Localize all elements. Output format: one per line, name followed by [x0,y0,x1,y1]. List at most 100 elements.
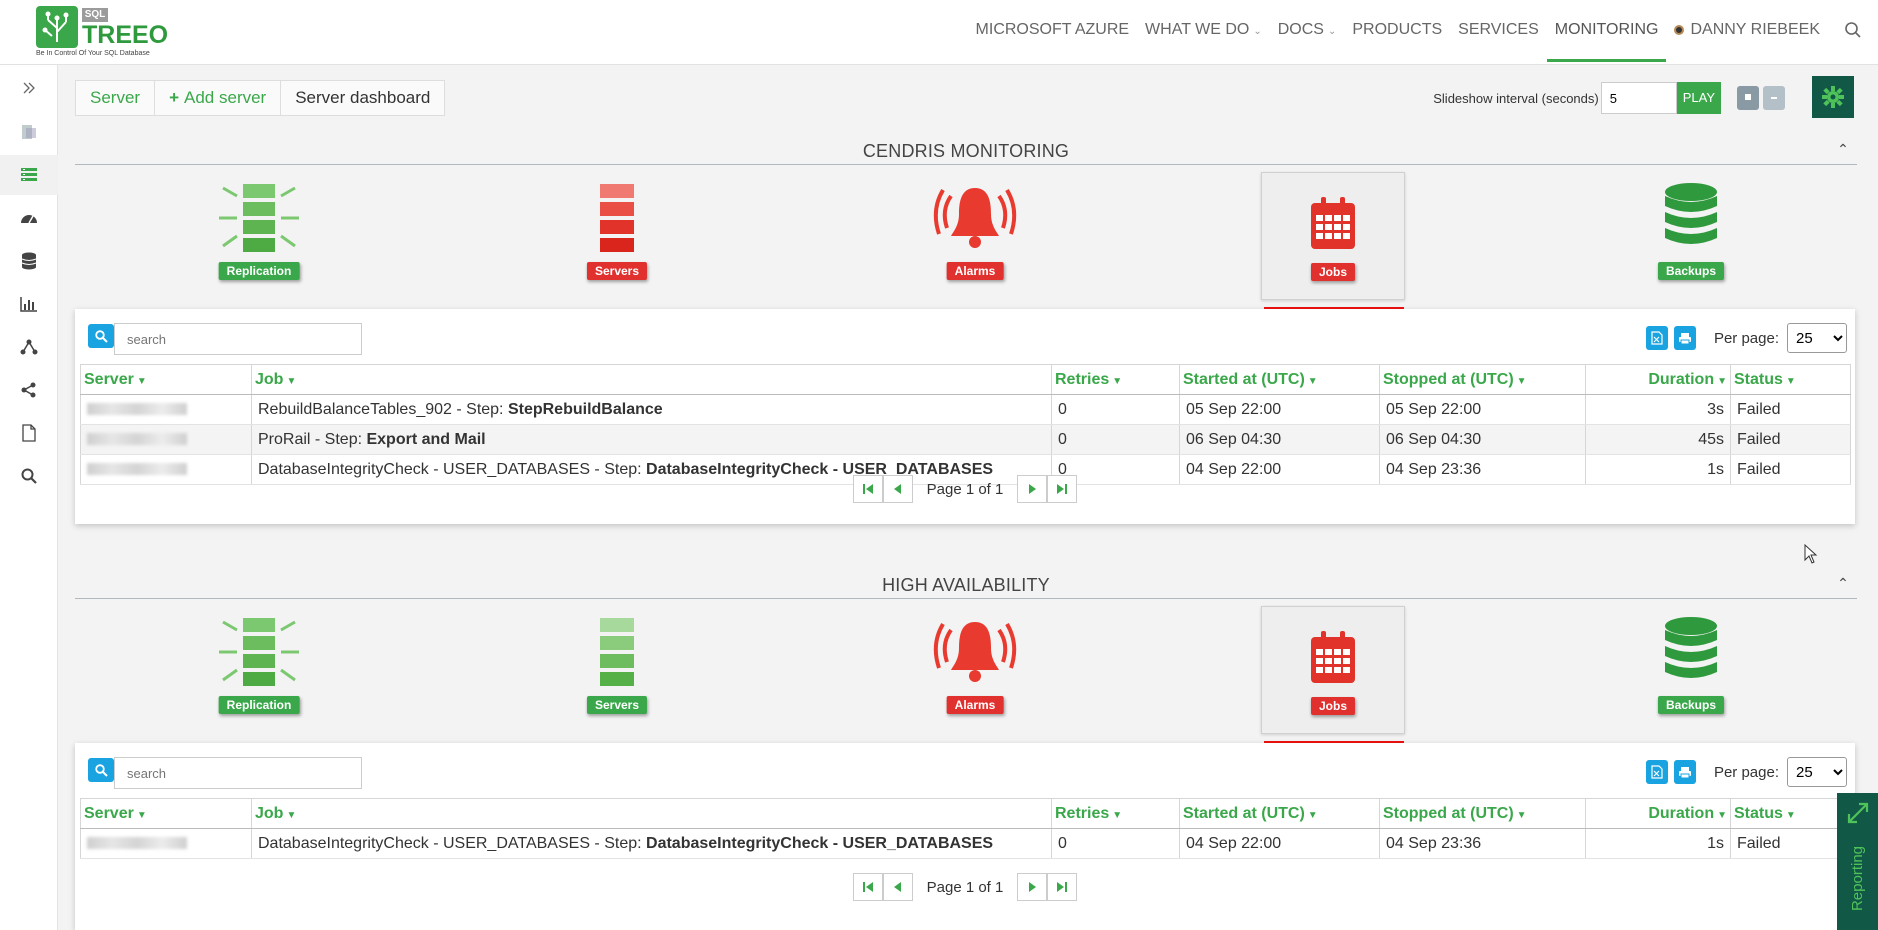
print-button[interactable] [1673,326,1696,350]
column-header-server[interactable]: Server ▼ [80,798,252,829]
column-header-duration[interactable]: Duration ▼ [1585,798,1731,829]
column-header-job[interactable]: Job ▼ [251,798,1052,829]
section-title-cendris-monitoring: CENDRIS MONITORING ⌃ [75,141,1857,165]
menu-item-monitoring[interactable]: MONITORING [1546,0,1667,62]
sidebar-item-server-list[interactable] [0,112,58,152]
menu-item-products[interactable]: PRODUCTS [1344,0,1450,62]
reporting-tab[interactable]: Reporting [1837,793,1878,930]
menu-item-user-account[interactable]: DANNY RIEBEEK [1666,0,1828,62]
search-button[interactable] [88,758,114,782]
column-header-status[interactable]: Status ▼ [1730,798,1851,829]
filter-icon[interactable]: ▼ [1516,375,1527,387]
tile-servers[interactable]: Servers [545,606,689,734]
menu-item-docs[interactable]: DOCS ⌄ [1270,0,1345,62]
table-row[interactable]: ProRail - Step: Export and Mail 0 06 Sep… [80,424,1851,455]
prev-page-button[interactable] [882,873,913,901]
first-page-button[interactable] [852,475,883,503]
sidebar-item-reports[interactable] [0,413,58,453]
maximize-view-button[interactable] [1737,86,1759,110]
menu-item-microsoft-azure[interactable]: MICROSOFT AZURE [968,0,1138,62]
job-step: StepRebuildBalance [507,400,663,418]
next-page-button[interactable] [1017,873,1048,901]
column-header-job[interactable]: Job ▼ [251,364,1052,395]
menu-item-label: MICROSOFT AZURE [975,21,1130,38]
next-page-button[interactable] [1017,475,1048,503]
tile-alarms[interactable]: Alarms [903,606,1047,734]
column-header-stopped[interactable]: Stopped at (UTC) ▼ [1379,364,1586,395]
last-page-button[interactable] [1047,873,1078,901]
collapse-up-icon[interactable]: ⌃ [1837,141,1849,157]
menu-item-what-we-do[interactable]: WHAT WE DO ⌄ [1137,0,1270,62]
filter-icon[interactable]: ▼ [1785,375,1796,387]
filter-icon[interactable]: ▼ [1112,375,1123,387]
sidebar-item-dashboard[interactable] [0,155,58,195]
sidebar-item-databases[interactable] [0,241,58,281]
column-header-started[interactable]: Started at (UTC) ▼ [1179,798,1380,829]
column-header-retries[interactable]: Retries ▼ [1051,798,1180,829]
sidebar-item-search[interactable] [0,456,58,496]
add-server-button[interactable]: + Add server [155,81,282,115]
per-page-select[interactable]: 25 [1787,757,1847,787]
filter-icon[interactable]: ▼ [136,375,147,387]
minimize-view-button[interactable] [1763,86,1785,110]
filter-icon[interactable]: ▼ [286,809,297,821]
filter-icon[interactable]: ▼ [1785,809,1796,821]
per-page-select[interactable]: 25 [1787,323,1847,353]
filter-icon[interactable]: ▼ [1307,809,1318,821]
tile-backups[interactable]: Backups [1619,606,1763,734]
nav-search-button[interactable] [1828,0,1878,62]
filter-icon[interactable]: ▼ [136,809,147,821]
sidebar-item-performance[interactable] [0,198,58,238]
tile-backups[interactable]: Backups [1619,172,1763,300]
table-row[interactable]: DatabaseIntegrityCheck - USER_DATABASES … [80,828,1851,859]
tile-jobs[interactable]: Jobs [1261,172,1405,311]
sidebar-item-share[interactable] [0,370,58,410]
crumb-server-link[interactable]: Server [76,81,156,115]
filter-icon[interactable]: ▼ [1307,375,1318,387]
tile-replication[interactable]: Replication [187,172,331,300]
play-button[interactable]: PLAY [1676,82,1721,114]
table-row[interactable]: RebuildBalanceTables_902 - Step: StepReb… [80,394,1851,425]
speedometer-icon [21,215,37,224]
column-header-started[interactable]: Started at (UTC) ▼ [1179,364,1380,395]
column-header-duration[interactable]: Duration ▼ [1585,364,1731,395]
filter-icon[interactable]: ▼ [1717,809,1727,821]
filter-icon[interactable]: ▼ [1516,809,1527,821]
menu-item-services[interactable]: SERVICES [1450,0,1547,62]
tile-alarms[interactable]: Alarms [903,172,1047,300]
gear-icon [1822,86,1844,108]
first-page-button[interactable] [852,873,883,901]
print-button[interactable] [1673,760,1696,784]
per-page-label: Per page: [1713,329,1779,347]
export-excel-button[interactable] [1645,326,1668,350]
export-excel-button[interactable] [1645,760,1668,784]
filter-icon[interactable]: ▼ [1112,809,1123,821]
status-tiles: Replication Servers Alarms Jobs Backups [75,172,1857,311]
tile-jobs[interactable]: Jobs [1261,606,1405,745]
panel-tools: Per page: 25 [1645,323,1847,353]
sidebar-item-statistics[interactable] [0,284,58,324]
collapse-up-icon[interactable]: ⌃ [1837,575,1849,591]
search-input[interactable] [114,323,362,355]
tile-replication[interactable]: Replication [187,606,331,734]
tile-servers[interactable]: Servers [545,172,689,300]
column-header-server[interactable]: Server ▼ [80,364,252,395]
column-header-retries[interactable]: Retries ▼ [1051,364,1180,395]
settings-button[interactable] [1812,76,1854,118]
prev-page-button[interactable] [882,475,913,503]
search-button[interactable] [88,324,114,348]
search-input[interactable] [114,757,362,789]
table-row[interactable]: DatabaseIntegrityCheck - USER_DATABASES … [80,454,1851,485]
cell-job: DatabaseIntegrityCheck - USER_DATABASES … [251,454,1052,485]
column-header-stopped[interactable]: Stopped at (UTC) ▼ [1379,798,1586,829]
sidebar-item-topology[interactable] [0,327,58,367]
sqltreeo-logo[interactable]: SQL TREEO Be In Control Of Your SQL Data… [36,6,168,58]
filter-icon[interactable]: ▼ [286,375,297,387]
cell-retries: 0 [1051,828,1180,859]
slideshow-interval-input[interactable] [1600,82,1677,114]
last-page-button[interactable] [1047,475,1078,503]
sidebar-expand-button[interactable] [0,68,58,108]
filter-icon[interactable]: ▼ [1717,375,1727,387]
cell-stopped: 04 Sep 23:36 [1379,454,1586,485]
column-header-status[interactable]: Status ▼ [1730,364,1851,395]
